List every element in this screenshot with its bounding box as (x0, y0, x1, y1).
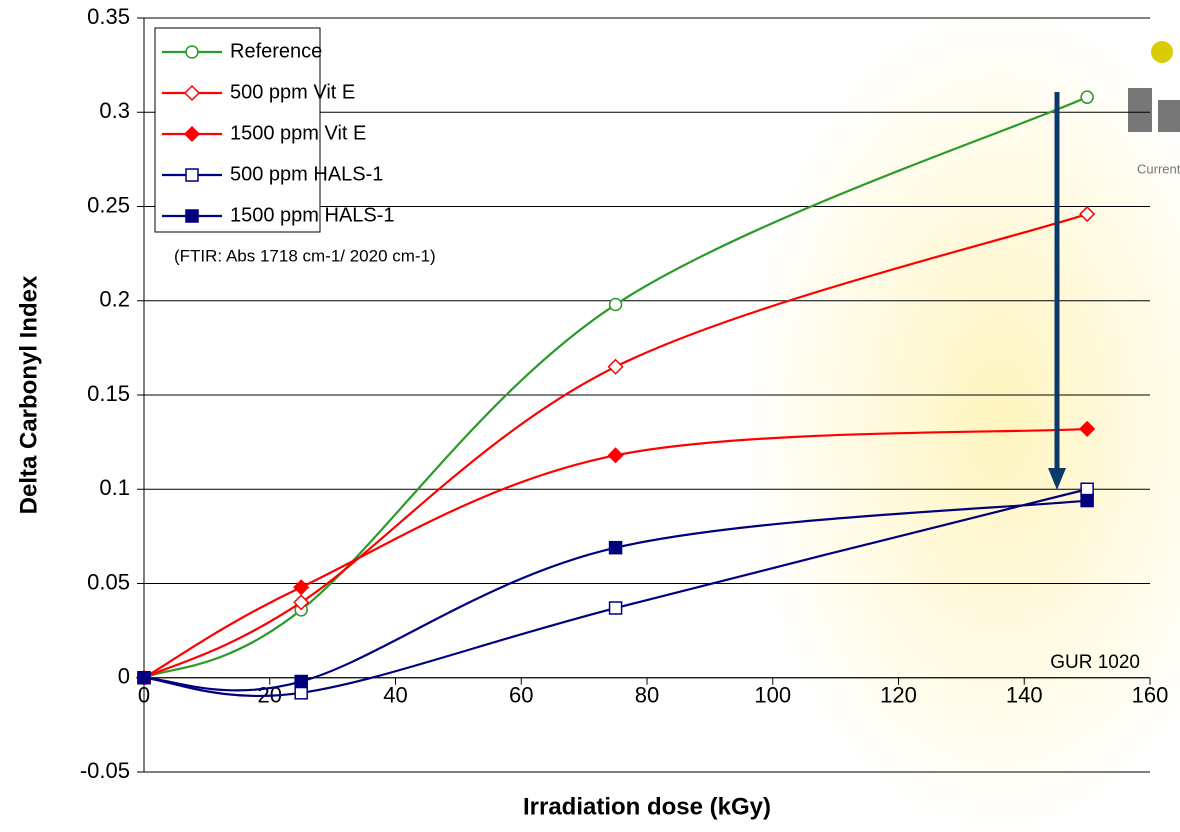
x-tick-label: 160 (1132, 683, 1169, 708)
marker (293, 579, 310, 596)
marker (294, 674, 308, 689)
marker (294, 686, 308, 700)
y-axis-label: Delta Carbonyl Index (15, 275, 42, 514)
legend-label: 500 ppm Vit E (230, 81, 355, 103)
marker (607, 447, 624, 464)
legend-entries: Reference 500 ppm Vit E 1500 ppm Vit E 500 … (162, 40, 395, 226)
marker (1080, 90, 1094, 104)
legend-marker (185, 209, 199, 223)
annotation: GUR 1020 (1050, 652, 1140, 673)
y-tick-label: 0.35 (87, 4, 130, 29)
series-line (143, 96, 1088, 679)
marker (1080, 493, 1094, 508)
annotation: (FTIR: Abs 1718 cm-1/ 2020 cm-1) (174, 246, 436, 265)
arrow (1048, 92, 1066, 490)
x-tick-label: 100 (754, 683, 791, 708)
legend-marker (183, 84, 201, 102)
x-tick-label: 80 (635, 683, 659, 708)
marker (607, 358, 624, 375)
series-line (143, 488, 1088, 697)
legend-label: 500 ppm HALS-1 (230, 163, 383, 185)
marker (608, 540, 623, 555)
series-line (143, 499, 1088, 692)
marker (1079, 205, 1096, 223)
series-line (143, 427, 1088, 679)
x-tick-label: 40 (383, 683, 407, 708)
legend-label: Reference (230, 40, 322, 62)
legend-label: 1500 ppm HALS-1 (230, 204, 395, 226)
marker (1080, 482, 1094, 496)
legend-marker (185, 168, 199, 182)
legend-label: 1500 ppm Vit E (230, 122, 366, 144)
logo-text: Current (1137, 161, 1180, 176)
x-axis-label: Irradiation dose (kGy) (523, 793, 771, 820)
series-line (143, 212, 1088, 679)
y-tick-label: -0.05 (80, 758, 130, 783)
marker (608, 297, 623, 312)
y-tick-label: 0.25 (87, 192, 130, 217)
y-tick-label: 0.2 (99, 287, 130, 312)
logo-background: Current (740, 0, 1180, 832)
marker (137, 671, 151, 685)
x-tick-label: 120 (880, 683, 917, 708)
y-tick-label: 0 (118, 664, 130, 689)
marker (293, 594, 310, 611)
y-tick-label: 0.3 (99, 98, 130, 123)
marker (608, 601, 623, 615)
y-tick-label: 0.05 (87, 569, 130, 594)
x-tick-label: 60 (509, 683, 533, 708)
x-tick-label: 0 (138, 683, 150, 708)
x-tick-label: 140 (1006, 683, 1043, 708)
legend-marker (183, 125, 201, 143)
legend (154, 27, 321, 233)
y-tick-label: 0.15 (87, 381, 130, 406)
marker (1079, 420, 1096, 437)
y-tick-label: 0.1 (99, 475, 130, 500)
legend-marker (185, 45, 199, 59)
